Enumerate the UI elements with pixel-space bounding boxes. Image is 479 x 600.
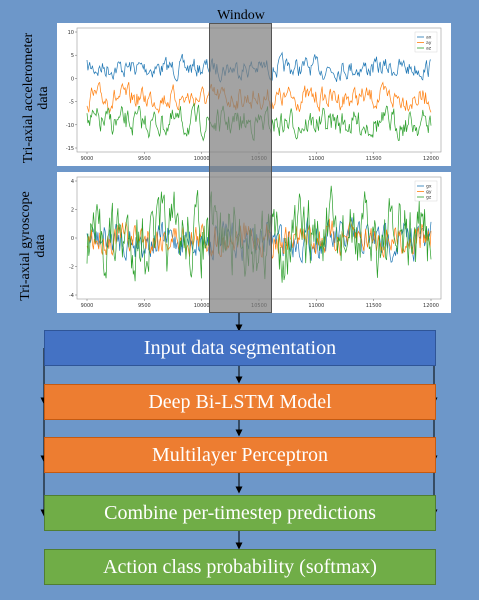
accelerometer-ytick-label: -5 xyxy=(69,100,74,106)
block-input-segmentation: Input data segmentation xyxy=(44,330,436,366)
accelerometer-legend-label: ax xyxy=(426,36,432,41)
accelerometer-ytick-label: 5 xyxy=(71,53,74,59)
accelerometer-legend-label: ay xyxy=(426,41,432,46)
gyroscope-ytick-label: -2 xyxy=(69,265,74,271)
accelerometer-xtick-label: 11500 xyxy=(366,156,382,162)
gyroscope-xtick-label: 10000 xyxy=(194,303,210,309)
gyroscope-xtick-label: 9500 xyxy=(138,303,151,309)
block-bilstm-model: Deep Bi-LSTM Model xyxy=(44,384,436,420)
block-combine-predictions: Combine per-timestep predictions xyxy=(44,495,436,531)
gyroscope-ytick-label: -4 xyxy=(69,293,74,299)
window-highlight xyxy=(209,23,272,313)
block-multilayer-perceptron: Multilayer Perceptron xyxy=(44,437,436,473)
accelerometer-xtick-label: 10000 xyxy=(194,156,210,162)
gyroscope-legend-label: gz xyxy=(426,196,432,201)
accelerometer-ytick-label: -15 xyxy=(66,146,74,152)
accelerometer-ytick-label: 0 xyxy=(71,76,74,82)
accelerometer-xtick-label: 9000 xyxy=(81,156,94,162)
block-softmax-output: Action class probability (softmax) xyxy=(44,549,436,585)
accelerometer-ytick-label: -10 xyxy=(66,123,74,129)
accelerometer-xtick-label: 11000 xyxy=(308,156,324,162)
gyroscope-ytick-label: 2 xyxy=(71,208,74,214)
gyroscope-xtick-label: 9000 xyxy=(81,303,94,309)
gyroscope-ytick-label: 4 xyxy=(71,179,74,185)
accelerometer-xtick-label: 12000 xyxy=(423,156,439,162)
accelerometer-legend-label: az xyxy=(426,47,432,52)
gyroscope-ytick-label: 0 xyxy=(71,236,74,242)
accelerometer-ytick-label: 10 xyxy=(68,30,74,36)
gyroscope-xtick-label: 11500 xyxy=(366,303,382,309)
gyroscope-xtick-label: 12000 xyxy=(423,303,439,309)
window-title: Window xyxy=(217,8,265,23)
gyroscope-xtick-label: 11000 xyxy=(308,303,324,309)
gyroscope-legend-label: gy xyxy=(426,190,432,195)
gyroscope-legend-label: gx xyxy=(426,185,432,190)
accelerometer-xtick-label: 9500 xyxy=(138,156,151,162)
